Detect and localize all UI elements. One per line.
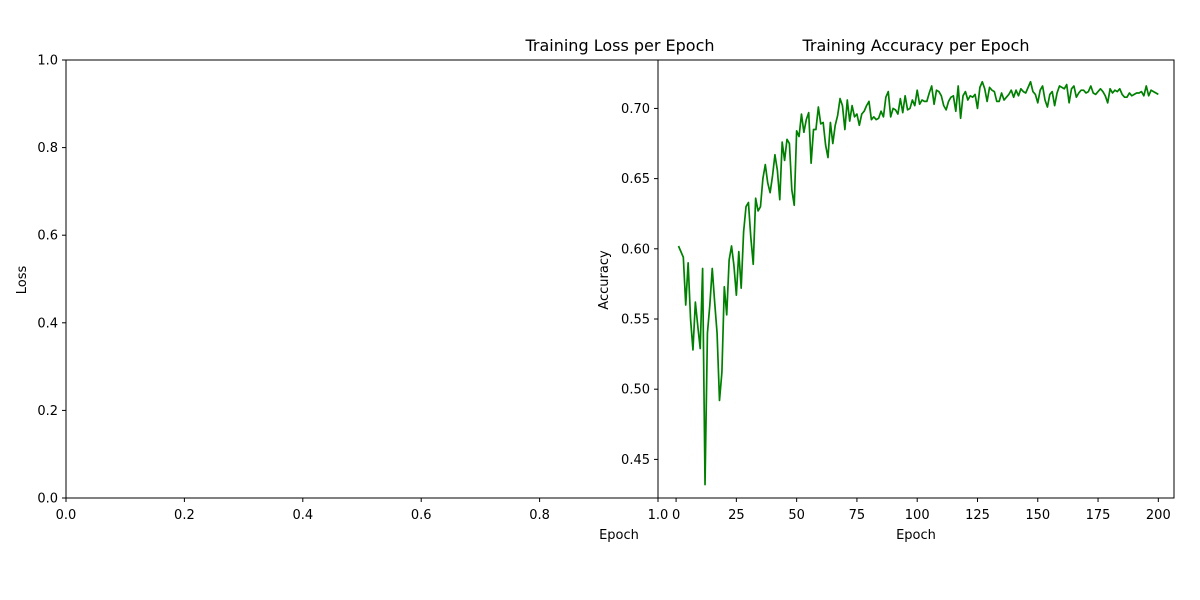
loss-x-tick-label: 0.2 [174, 508, 195, 523]
accuracy-line-group [677, 80, 1159, 486]
accuracy-x-tick-label: 50 [788, 508, 805, 523]
accuracy-x-tick-label: 200 [1146, 508, 1171, 523]
loss-x-tick-label: 0.8 [529, 508, 550, 523]
accuracy-x-tick-label: 25 [728, 508, 745, 523]
loss-panel: 0.0 0.2 0.4 0.6 0.8 1.0 0.0 0.2 0.4 0.6 0.8 1.0 Tra… [15, 36, 715, 543]
loss-y-tick-label: 0.4 [37, 316, 58, 331]
accuracy-x-tick-label: 0 [672, 508, 680, 523]
loss-x-tick-label: 0.6 [411, 508, 432, 523]
loss-y-axis-label: Loss [15, 266, 30, 295]
accuracy-x-tick-label: 175 [1086, 508, 1111, 523]
accuracy-y-axis-label: Accuracy [597, 250, 612, 310]
accuracy-axes-frame [657, 59, 1175, 499]
accuracy-x-tick-label: 125 [965, 508, 990, 523]
accuracy-y-tick-label: 0.60 [621, 242, 650, 257]
loss-x-axis-label: Epoch [599, 528, 639, 543]
accuracy-y-tick-label: 0.70 [621, 102, 650, 117]
accuracy-axis-ticks: 0 25 50 75 100 125 150 175 200 0.45 0.50 0.55 0.60 0.… [621, 102, 1171, 523]
accuracy-panel: 0 25 50 75 100 125 150 175 200 0.45 0.50 0.55 0.60 0.… [597, 36, 1175, 543]
accuracy-y-tick-label: 0.55 [621, 313, 650, 328]
loss-y-tick-label: 0.0 [37, 492, 58, 507]
loss-x-tick-label: 0.4 [292, 508, 313, 523]
loss-x-tick-label: 0.0 [56, 508, 77, 523]
loss-y-tick-label: 0.6 [37, 229, 58, 244]
loss-y-tick-label: 1.0 [37, 54, 58, 69]
accuracy-y-tick-label: 0.65 [621, 172, 650, 187]
accuracy-x-tick-label: 75 [849, 508, 866, 523]
accuracy-x-tick-label: 150 [1025, 508, 1050, 523]
loss-y-tick-label: 0.2 [37, 404, 58, 419]
accuracy-y-tick-label: 0.50 [621, 383, 650, 398]
accuracy-axes-background [658, 60, 1174, 498]
loss-axis-ticks: 0.0 0.2 0.4 0.6 0.8 1.0 0.0 0.2 0.4 0.6 0.8 1.0 [37, 54, 668, 524]
accuracy-x-tick-label: 100 [905, 508, 930, 523]
loss-chart-title: Training Loss per Epoch [524, 36, 714, 55]
accuracy-y-tick-label: 0.45 [621, 453, 650, 468]
accuracy-x-axis-label: Epoch [896, 528, 936, 543]
accuracy-series-line [677, 80, 1159, 486]
loss-y-tick-label: 0.8 [37, 141, 58, 156]
loss-x-tick-label: 1.0 [648, 508, 669, 523]
accuracy-chart-title: Training Accuracy per Epoch [801, 36, 1029, 55]
